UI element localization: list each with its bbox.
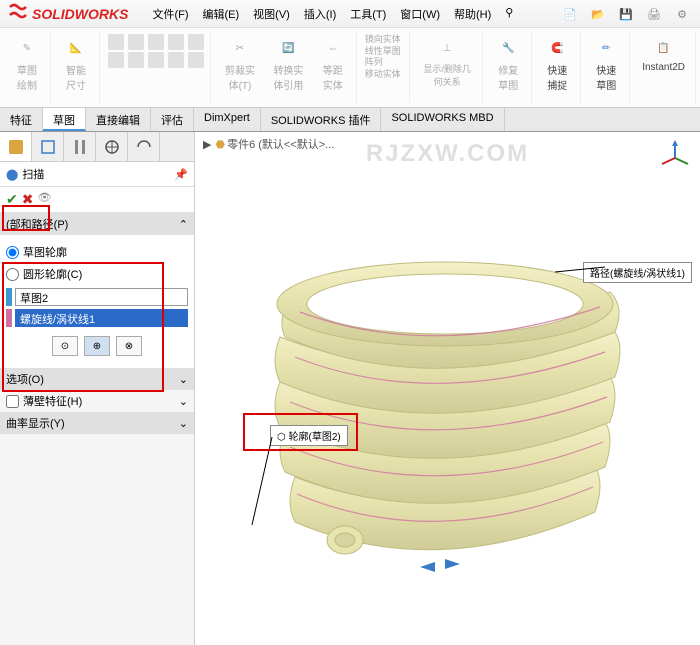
ribbon-dim-group: 📐 智能尺寸 (53, 32, 100, 103)
more-tab[interactable] (128, 132, 160, 161)
expand-icon: ⌄ (179, 417, 188, 430)
ribbon-pattern-group: 镜向实体 线性草图阵列 移动实体 (359, 32, 410, 103)
quick-sketch-button[interactable]: ✏ 快速草图 (589, 34, 623, 94)
trim-button[interactable]: ✂ 剪裁实体(T) (219, 34, 261, 94)
ribbon-repair-group: 🔧 修复草图 (485, 32, 532, 103)
command-tabs: 特征 草图 直接编辑 评估 DimXpert SOLIDWORKS 插件 SOL… (0, 108, 700, 132)
instant2d-button[interactable]: 📋 Instant2D (638, 34, 689, 75)
show-relations-button[interactable]: ⊥ 显示/删除几何关系 (418, 34, 476, 90)
convert-button[interactable]: 🔄 转换实体引用 (265, 34, 312, 94)
sketch-profile-radio[interactable]: 草图轮廓 (6, 241, 188, 263)
tab-evaluate[interactable]: 评估 (151, 108, 194, 131)
solidworks-icon (8, 1, 28, 26)
ribbon-modify-group: ✂ 剪裁实体(T) 🔄 转换实体引用 ⇔ 等距实体 (213, 32, 357, 103)
curvature-header[interactable]: 曲率显示(Y) ⌄ (0, 412, 194, 434)
breadcrumb: ▶ ⬣ 零件6 (默认<<默认>... (203, 136, 334, 152)
sketch-draw-button[interactable]: ✎ 草图绘制 (10, 34, 44, 94)
offset-button[interactable]: ⇔ 等距实体 (316, 34, 350, 94)
property-tab[interactable] (32, 132, 64, 161)
menu-window[interactable]: 窗口(W) (396, 4, 444, 24)
ellipse-icon[interactable] (108, 52, 124, 68)
path-leader (555, 247, 605, 277)
point-icon[interactable] (168, 52, 184, 68)
arc-icon[interactable] (148, 34, 164, 50)
ribbon-quicksketch-group: ✏ 快速草图 (583, 32, 630, 103)
expand-icon: ⌄ (179, 373, 188, 386)
menu-help[interactable]: 帮助(H) (450, 4, 495, 24)
quick-snap-button[interactable]: 🧲 快速捕捉 (540, 34, 574, 94)
display-tab[interactable] (96, 132, 128, 161)
tab-feature[interactable]: 特征 (0, 108, 43, 131)
sweep-icon: ⬤ (6, 168, 18, 181)
mirror-button[interactable]: 镜向实体 (365, 34, 403, 46)
menu-file[interactable]: 文件(F) (148, 4, 192, 24)
panel-tabs (0, 132, 194, 162)
spline-icon[interactable] (188, 34, 204, 50)
expand-icon: ⌄ (179, 395, 188, 408)
tab-direct-edit[interactable]: 直接编辑 (86, 108, 151, 131)
new-icon[interactable]: 📄 (560, 4, 580, 24)
app-logo: SOLIDWORKS (8, 1, 128, 26)
repair-button[interactable]: 🔧 修复草图 (491, 34, 525, 94)
menu-view[interactable]: 视图(V) (249, 4, 294, 24)
ribbon: ✎ 草图绘制 📐 智能尺寸 ✂ 剪裁实体(T) (0, 28, 700, 108)
rect-icon[interactable] (168, 34, 184, 50)
logo-text: SOLIDWORKS (32, 6, 128, 22)
move-button[interactable]: 移动实体 (365, 69, 403, 81)
ribbon-snap-group: 🧲 快速捕捉 (534, 32, 581, 103)
red-highlight-fields (2, 262, 164, 392)
print-icon[interactable]: 🖨 (644, 4, 664, 24)
ribbon-relations-group: ⊥ 显示/删除几何关系 (412, 32, 483, 103)
manipulator-arrows (420, 559, 460, 572)
viewport[interactable]: ▶ ⬣ 零件6 (默认<<默认>... RJZXW.COM (195, 132, 700, 645)
pattern-button[interactable]: 线性草图阵列 (365, 46, 403, 69)
ribbon-instant-group: 📋 Instant2D (632, 32, 696, 103)
line-icon[interactable] (108, 34, 124, 50)
menu-search-icon[interactable]: ⚲ (501, 4, 517, 24)
tab-mbd[interactable]: SOLIDWORKS MBD (381, 108, 504, 131)
config-tab[interactable] (64, 132, 96, 161)
view-triad[interactable] (660, 138, 690, 168)
polygon-icon[interactable] (148, 52, 164, 68)
collapse-icon: ⌃ (179, 218, 188, 231)
tab-sketch[interactable]: 草图 (43, 108, 86, 131)
tab-addins[interactable]: SOLIDWORKS 插件 (261, 108, 382, 131)
tab-dimxpert[interactable]: DimXpert (194, 108, 261, 131)
menu-edit[interactable]: 编辑(E) (199, 4, 244, 24)
feature-header: ⬤ 扫描 📌 (0, 162, 194, 187)
part-name[interactable]: 零件6 (默认<<默认>... (227, 136, 334, 152)
settings-icon[interactable]: ⚙ (672, 4, 692, 24)
pin-icon[interactable]: 📌 (174, 168, 188, 181)
circle-icon[interactable] (128, 34, 144, 50)
thin-feature-checkbox[interactable]: 薄壁特征(H) ⌄ (0, 390, 194, 412)
ribbon-entities-group (102, 32, 211, 103)
red-highlight-profile-label (243, 413, 358, 451)
ribbon-sketch-group: ✎ 草图绘制 (4, 32, 51, 103)
quick-access-toolbar: 📄 📂 💾 🖨 ⚙ (560, 4, 692, 24)
red-highlight-title (2, 205, 50, 231)
open-icon[interactable]: 📂 (588, 4, 608, 24)
feature-title: 扫描 (22, 166, 44, 182)
save-icon[interactable]: 💾 (616, 4, 636, 24)
feature-tree-tab[interactable] (0, 132, 32, 161)
slot-icon[interactable] (128, 52, 144, 68)
text-icon[interactable] (188, 52, 204, 68)
menu-bar: 文件(F) 编辑(E) 视图(V) 插入(I) 工具(T) 窗口(W) 帮助(H… (148, 4, 517, 24)
smart-dim-button[interactable]: 📐 智能尺寸 (59, 34, 93, 94)
watermark: RJZXW.COM (366, 140, 529, 168)
titlebar: SOLIDWORKS 文件(F) 编辑(E) 视图(V) 插入(I) 工具(T)… (0, 0, 700, 28)
menu-insert[interactable]: 插入(I) (300, 4, 340, 24)
menu-tools[interactable]: 工具(T) (346, 4, 390, 24)
